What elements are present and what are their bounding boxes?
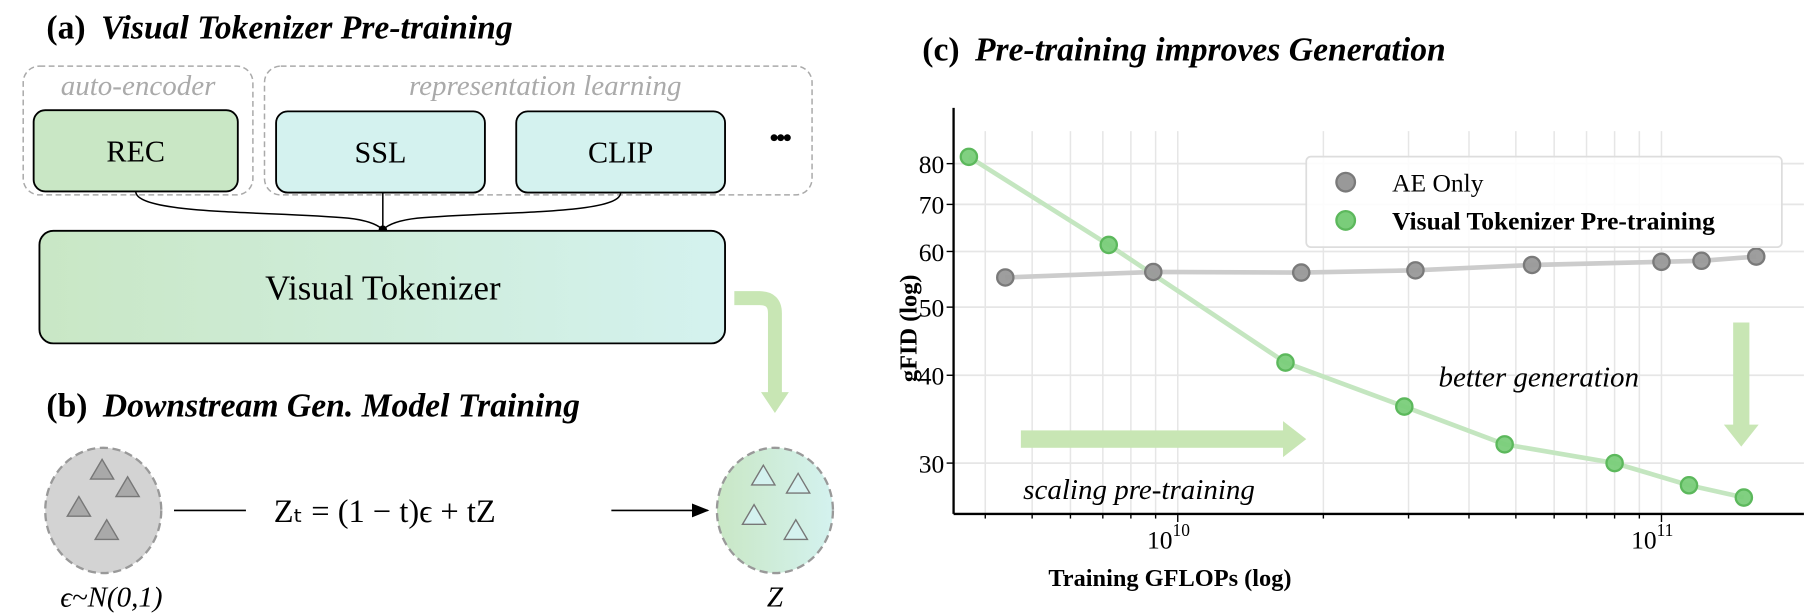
better-annotation: better generation: [1438, 361, 1639, 393]
x-tick-label: 1011: [1631, 520, 1673, 555]
data-point-0: [1406, 261, 1425, 280]
y-tick-label: 70: [919, 191, 945, 220]
data-point-1: [1679, 475, 1699, 495]
legend: AE Only Visual Tokenizer Pre-training: [1305, 155, 1783, 248]
chart-series: [959, 147, 1766, 507]
rec-label: REC: [106, 134, 165, 168]
noise-distribution: [44, 446, 163, 575]
data-point-0: [1522, 255, 1542, 275]
latent-label: Z: [767, 582, 784, 614]
data-point-1: [1734, 488, 1754, 507]
more-ellipsis: •••: [770, 123, 791, 152]
noise-label: ϵ~N(0,1): [60, 582, 162, 614]
panel-b-title: Downstream Gen. Model Training: [102, 387, 580, 424]
representation-group: [263, 65, 813, 196]
data-point-1: [1099, 235, 1119, 255]
svg-text:(a) Visual Tokenizer Pre: (a) Visual Tokenizer Pre-training: [46, 9, 512, 46]
svg-text:(c) Pre-training improve: (c) Pre-training improves Generation: [922, 31, 1445, 68]
visual-tokenizer-box: [38, 229, 726, 345]
data-point-0: [1746, 247, 1766, 266]
data-point-1: [1495, 435, 1514, 454]
legend-label-vtp: Visual Tokenizer Pre-training: [1392, 207, 1715, 236]
clip-label: CLIP: [588, 135, 653, 169]
tokenizer-to-latent-arrow: [734, 291, 789, 413]
panel-b-prefix: (b): [46, 387, 87, 424]
data-point-0: [1291, 263, 1311, 282]
y-tick-label: 50: [919, 293, 945, 322]
data-point-0: [1692, 251, 1711, 271]
y-tick-label: 30: [919, 449, 945, 478]
x-tick-exponent: 11: [1657, 520, 1674, 540]
better-generation-arrow: [1723, 322, 1759, 447]
x-tick-exponent: 10: [1173, 520, 1191, 540]
panel-b: (b) Downstream Gen. Model Training Zₜ = …: [44, 387, 835, 614]
series-line-0: [1005, 254, 1757, 280]
scaling-arrow: [1020, 421, 1307, 458]
ssl-box: [275, 110, 486, 194]
data-point-0: [996, 268, 1015, 287]
panel-c-prefix: (c): [922, 31, 959, 68]
data-point-0: [1652, 252, 1671, 272]
visual-tokenizer-label: Visual Tokenizer: [265, 268, 501, 307]
y-tick-label: 80: [919, 150, 945, 179]
merge-connectors: [134, 191, 622, 234]
autoencoder-label: auto-encoder: [61, 70, 216, 102]
panel-a-title: Visual Tokenizer Pre-training: [101, 9, 513, 46]
data-point-1: [1276, 353, 1295, 372]
legend-label-ae: AE Only: [1392, 168, 1484, 197]
panel-c-title: Pre-training improves Generation: [974, 31, 1446, 68]
scaling-annotation: scaling pre-training: [1023, 474, 1255, 506]
data-point-0: [1143, 262, 1163, 282]
panel-a-prefix: (a): [46, 9, 85, 46]
panel-c: (c) Pre-training improves Generation 30 4…: [895, 31, 1804, 592]
x-tick-label: 1010: [1147, 520, 1190, 555]
panel-a: (a) Visual Tokenizer Pre-training auto-e…: [22, 9, 813, 413]
y-axis-label: gFID (log): [895, 275, 922, 383]
data-point-1: [959, 147, 979, 167]
x-axis-label: Training GFLOPs (log): [1048, 565, 1291, 592]
svg-text:(b) Downstream Gen. Mode: (b) Downstream Gen. Model Training: [46, 387, 580, 424]
legend-marker-ae: [1335, 171, 1357, 193]
y-tick-label: 60: [919, 238, 945, 267]
y-tick-label: 40: [919, 362, 945, 391]
legend-marker-vtp: [1335, 209, 1357, 231]
data-point-1: [1395, 397, 1414, 416]
series-line-1: [967, 154, 1745, 500]
latent-distribution: [715, 446, 835, 575]
representation-label: representation learning: [409, 70, 682, 102]
data-point-1: [1605, 453, 1624, 473]
ssl-label: SSL: [355, 135, 407, 169]
interpolation-formula: Zₜ = (1 − t)ϵ + tZ: [274, 494, 496, 530]
